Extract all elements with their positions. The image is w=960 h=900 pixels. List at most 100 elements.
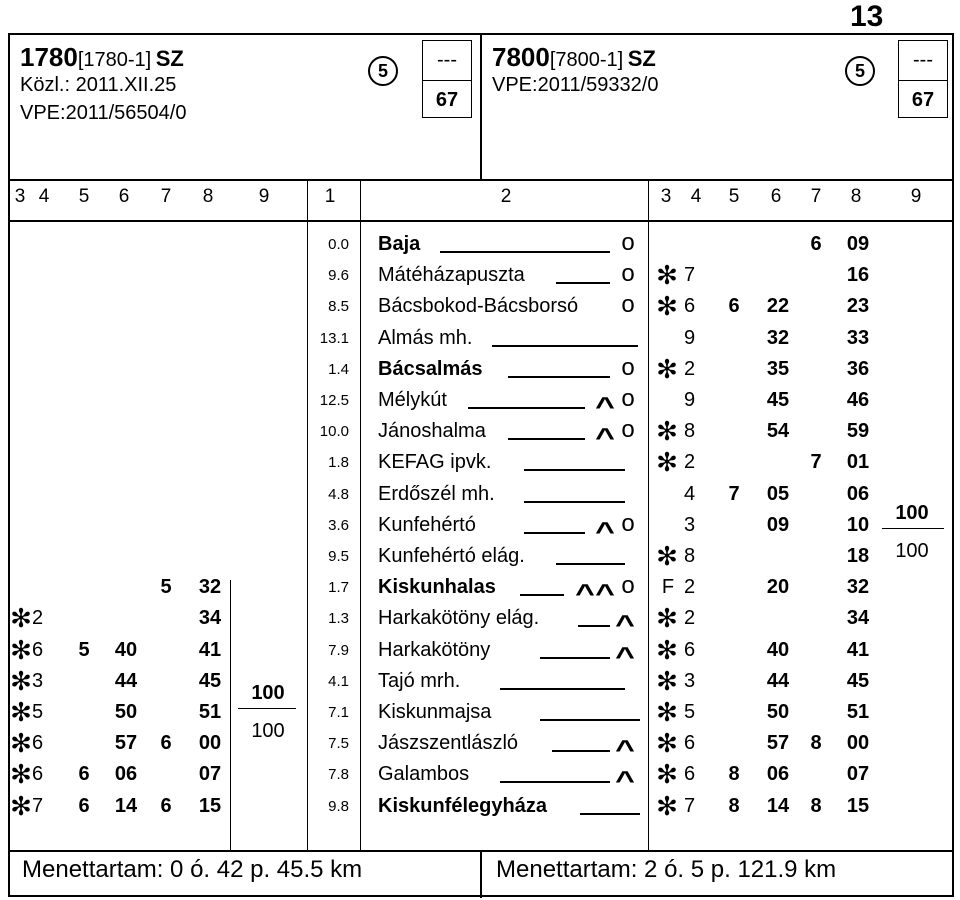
station-name: Jánoshalma <box>378 420 486 443</box>
summary-left: Menettartam: 0 ó. 42 p. 45.5 km <box>22 856 363 883</box>
stop-circle-icon: o <box>621 260 635 288</box>
left-col5: 6 <box>78 794 90 817</box>
left-col8: 07 <box>198 763 222 786</box>
leader-line <box>540 656 610 659</box>
page-number: 13 <box>850 0 884 33</box>
km-value: 4.8 <box>328 485 349 503</box>
left-category-circle: 5 <box>368 56 398 86</box>
right-col4: 2 <box>684 451 696 474</box>
right-col8: 23 <box>846 295 870 318</box>
right-col5: 6 <box>728 295 740 318</box>
leader-line <box>520 594 564 597</box>
left-col8: 32 <box>198 576 222 599</box>
leader-line <box>524 531 585 534</box>
station-name: Baja <box>378 233 421 255</box>
station-name: Erdőszél mh. <box>378 482 495 505</box>
right-col8: 32 <box>846 576 870 599</box>
right-col6: 09 <box>766 513 790 536</box>
right-star: ✻ <box>656 790 678 821</box>
right-col6: 44 <box>766 669 790 692</box>
right-col6: 32 <box>766 326 790 349</box>
right-star: ✻ <box>656 541 678 571</box>
right-col5: 8 <box>728 794 740 817</box>
leader-line <box>492 344 638 347</box>
right-col4: 2 <box>684 576 696 599</box>
colhdr-left-5: 5 <box>78 186 90 207</box>
right-star: ✻ <box>656 759 678 790</box>
right-train-type: SZ <box>627 46 656 71</box>
colhdr-right-3: 3 <box>660 186 672 207</box>
right-col4: 2 <box>684 607 696 630</box>
right-col5: 8 <box>728 763 740 786</box>
stop-circle-icon: o <box>621 416 635 444</box>
colhdr-bottom-line <box>8 220 954 222</box>
left-announcement: Közl.: 2011.XII.25 <box>20 74 177 96</box>
km-value: 13.1 <box>319 329 349 347</box>
signal-caret-icon: ^ <box>615 609 635 640</box>
left-train-ref: [1780-1] <box>77 49 152 71</box>
left-col6: 44 <box>114 669 138 692</box>
km-value: 12.5 <box>319 392 349 409</box>
stop-circle-icon: o <box>621 291 635 319</box>
km-value: 1.3 <box>328 610 349 628</box>
signal-caret-icon: ^ <box>595 391 615 421</box>
left-col8: 41 <box>198 638 222 661</box>
left-col4: 2 <box>32 607 44 630</box>
right-flag: F <box>661 576 675 599</box>
left-star: ✻ <box>10 603 32 634</box>
left-train-no: 1780 <box>20 42 78 72</box>
right-train-no: 7800 <box>492 42 550 72</box>
left-col6: 50 <box>114 701 138 723</box>
right-col6: 54 <box>766 420 790 443</box>
colhdr-left-9: 9 <box>258 186 270 207</box>
left-speed-top: 100 <box>251 682 285 704</box>
left-speed-bar <box>238 708 296 709</box>
km-value: 7.1 <box>328 704 349 721</box>
right-star: ✻ <box>656 291 678 322</box>
table-row: 8.5 Bácsbokod-Bácsborsó o ✻ 6 6 22 23 <box>0 291 960 322</box>
km-value: 1.8 <box>328 454 349 472</box>
colhdr-right-7: 7 <box>810 186 822 207</box>
right-speed-bar <box>882 528 944 529</box>
left-col7: 6 <box>160 794 172 817</box>
left-col5: 6 <box>78 763 90 786</box>
colhdr-right-5: 5 <box>728 186 740 207</box>
stop-circle-icon: o <box>621 385 635 412</box>
colhdr-right-8: 8 <box>850 186 862 207</box>
km-value: 1.7 <box>328 579 349 597</box>
right-star: ✻ <box>656 260 678 291</box>
km-value: 7.5 <box>328 735 349 753</box>
right-col4: 6 <box>684 732 696 755</box>
stop-circle-icon: o <box>621 353 635 381</box>
right-col8: 36 <box>846 357 870 380</box>
table-row: 4.1 Tajó mrh. ✻ 3 44 45 ✻ 3 44 45 <box>0 666 960 697</box>
km-value: 9.8 <box>328 797 349 815</box>
leader-line <box>556 563 625 565</box>
left-star: ✻ <box>10 728 32 759</box>
table-row: 3.6 Kunfehértó o ^ 3 09 10 <box>0 510 960 546</box>
colhdr-left-3: 3 <box>14 186 26 207</box>
station-name: KEFAG ipvk. <box>378 451 492 474</box>
leader-line <box>500 687 625 690</box>
right-col4: 6 <box>684 295 696 318</box>
right-header-box: --- 67 <box>898 40 948 118</box>
right-col8: 16 <box>846 264 870 287</box>
leader-line <box>540 719 640 721</box>
left-col4: 6 <box>32 763 44 786</box>
leader-line <box>500 781 610 784</box>
left-col5: 5 <box>78 638 90 661</box>
right-col7: 7 <box>810 451 822 474</box>
left-col4: 5 <box>32 701 44 723</box>
left-col6: 14 <box>114 794 138 817</box>
summary-divider <box>480 850 482 898</box>
colhdr-right-6: 6 <box>770 186 782 207</box>
station-name: Harkakötöny elág. <box>378 607 540 630</box>
left-col8: 45 <box>198 669 222 692</box>
table-row: 1.7 Kiskunhalas o ^ ^ 5 32 F 2 20 32 <box>0 572 960 608</box>
right-col8: 00 <box>846 732 870 755</box>
table-row: 10.0 Jánoshalma o ^ ✻ 8 54 59 <box>0 416 960 452</box>
right-col4: 5 <box>684 701 696 723</box>
right-star: ✻ <box>656 416 678 447</box>
signal-caret-icon: ^ <box>615 640 635 671</box>
station-name: Galambos <box>378 763 470 786</box>
